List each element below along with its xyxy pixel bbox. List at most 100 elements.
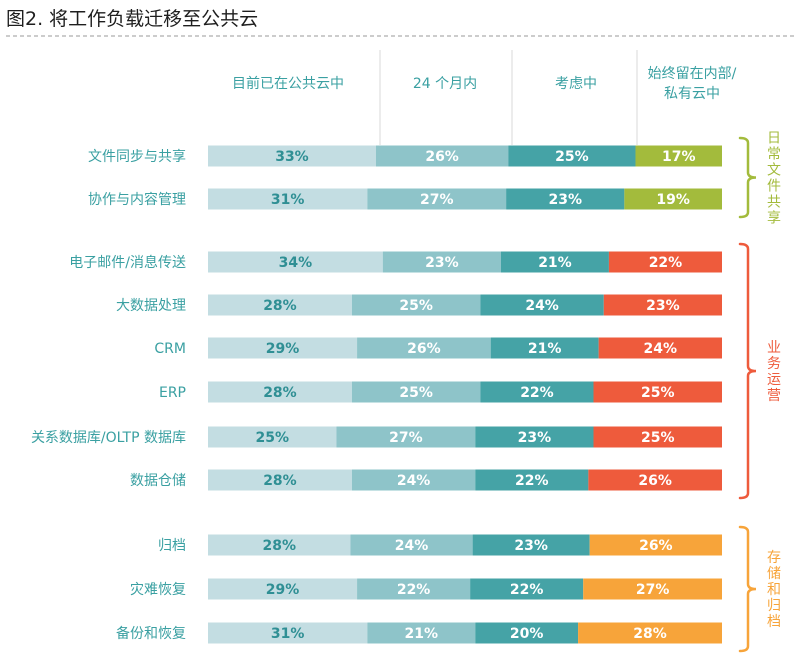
bar-segment: [208, 534, 351, 556]
bar-segment: [208, 381, 352, 403]
bar-segment: [357, 578, 471, 600]
data-label: 20%: [510, 626, 544, 642]
bar-segment: [357, 337, 491, 359]
category-label: 电子邮件/消息传送: [69, 254, 186, 271]
bar-segment: [598, 337, 722, 359]
data-label: 33%: [275, 149, 309, 165]
category-label: 关系数据库/OLTP 数据库: [31, 430, 186, 446]
bar-segment: [508, 145, 636, 167]
bar-segment: [589, 534, 722, 556]
bar-segment: [208, 251, 383, 273]
data-label: 27%: [636, 582, 670, 598]
data-label: 28%: [262, 538, 296, 554]
category-label: 协作与内容管理: [88, 191, 186, 208]
data-label: 31%: [271, 626, 305, 642]
category-label: CRM: [154, 341, 186, 357]
data-label: 22%: [520, 385, 554, 401]
bar-segment: [624, 188, 722, 210]
bar-segment: [506, 188, 625, 210]
bar-segment: [208, 188, 368, 210]
data-label: 26%: [407, 341, 441, 357]
data-label: 25%: [641, 430, 675, 446]
bar-segment: [588, 469, 722, 491]
data-label: 28%: [263, 298, 297, 314]
data-label: 23%: [548, 192, 582, 208]
figure-title: 图2. 将工作负载迁移至公共云: [6, 8, 259, 30]
bar-segment: [578, 622, 722, 644]
data-label: 23%: [518, 430, 552, 446]
data-label: 28%: [263, 473, 297, 489]
data-label: 21%: [528, 341, 562, 357]
bar-segment: [208, 426, 337, 448]
bar-segment: [351, 294, 481, 316]
bar-segment: [208, 294, 352, 316]
column-header: 24 个月内: [413, 76, 477, 92]
category-label: 数据仓储: [130, 473, 186, 489]
data-label: 25%: [399, 298, 433, 314]
data-label: 28%: [633, 626, 667, 642]
category-label: 大数据处理: [116, 298, 186, 314]
data-label: 21%: [538, 255, 572, 271]
data-label: 26%: [638, 473, 672, 489]
bar-segment: [208, 145, 376, 167]
data-label: 22%: [510, 582, 544, 598]
bar-segment: [500, 251, 609, 273]
bar-segment: [608, 251, 722, 273]
group-label: 存储和归档: [767, 550, 781, 630]
data-label: 24%: [525, 298, 559, 314]
column-header: 私有云中: [664, 86, 720, 102]
bar-segment: [593, 426, 722, 448]
data-label: 23%: [425, 255, 459, 271]
group-bracket: [738, 242, 757, 500]
bar-segment: [480, 294, 604, 316]
column-dividers: [379, 50, 638, 145]
data-label: 34%: [279, 255, 313, 271]
data-label: 23%: [514, 538, 548, 554]
group-label: 业务运营: [767, 340, 781, 404]
data-label: 22%: [397, 582, 431, 598]
category-label: 备份和恢复: [116, 625, 186, 642]
bar-segment: [336, 426, 476, 448]
bar-segment: [208, 622, 368, 644]
column-header: 始终留在内部/: [648, 66, 737, 82]
bar-segment: [475, 469, 589, 491]
data-label: 25%: [641, 385, 675, 401]
group-bracket: [738, 136, 757, 219]
data-label: 17%: [662, 149, 696, 165]
data-label: 28%: [263, 385, 297, 401]
bar-segment: [351, 381, 481, 403]
bar-segment: [593, 381, 722, 403]
bar-segment: [208, 469, 352, 491]
category-label: ERP: [159, 385, 186, 401]
column-header: 目前已在公共云中: [232, 75, 344, 92]
data-label: 31%: [271, 192, 305, 208]
data-label: 24%: [397, 473, 431, 489]
data-label: 26%: [639, 538, 673, 554]
data-label: 29%: [266, 582, 300, 598]
group-label: 日常文件共享: [767, 131, 781, 227]
bar-segment: [490, 337, 599, 359]
bar-segment: [367, 188, 507, 210]
category-label: 文件同步与共享: [88, 148, 186, 165]
bar-segment: [475, 426, 594, 448]
group-bracket: [738, 525, 757, 653]
bar-segment: [208, 337, 358, 359]
bar-segment: [208, 578, 358, 600]
data-label: 24%: [644, 341, 678, 357]
data-label: 19%: [656, 192, 690, 208]
column-headers: 目前已在公共云中 24 个月内 考虑中 始终留在内部/私有云中: [232, 66, 737, 102]
bar-segment: [382, 251, 501, 273]
bar-segment: [367, 622, 476, 644]
bar-segment: [603, 294, 722, 316]
data-label: 24%: [395, 538, 429, 554]
data-label: 23%: [646, 298, 680, 314]
data-label: 27%: [389, 430, 423, 446]
bar-segment: [475, 622, 579, 644]
bar-segment: [375, 145, 509, 167]
data-label: 25%: [255, 430, 289, 446]
category-label: 归档: [158, 537, 186, 554]
data-label: 27%: [420, 192, 454, 208]
bar-segment: [350, 534, 473, 556]
